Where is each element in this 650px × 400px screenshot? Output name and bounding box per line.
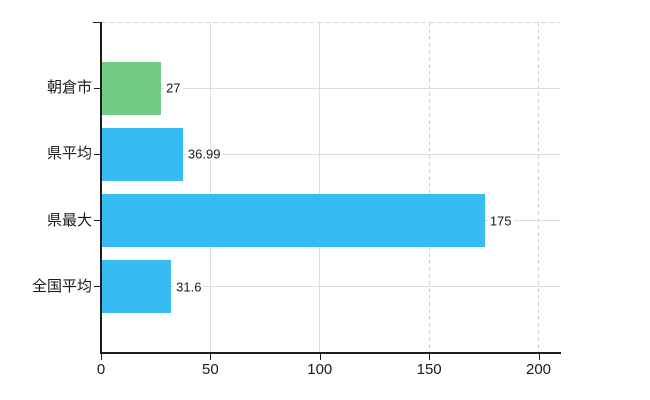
category-gridline — [101, 87, 560, 89]
x-axis-tick-label: 0 — [96, 361, 106, 378]
x-gridline-dashed — [428, 22, 430, 353]
x-axis-tick-label: 50 — [202, 361, 219, 378]
category-label: 全国平均 — [31, 277, 92, 295]
x-axis-tick — [429, 354, 431, 360]
x-axis-tick-label: 200 — [525, 361, 552, 378]
bar-value-label: 175 — [487, 213, 514, 229]
x-gridline — [319, 22, 321, 353]
bar — [102, 61, 162, 115]
x-axis-tick — [210, 354, 212, 360]
x-axis-tick — [319, 354, 321, 360]
x-axis-tick-label: 100 — [307, 361, 333, 378]
category-label: 県平均 — [46, 145, 92, 163]
bar-value-label: 31.6 — [174, 279, 204, 295]
x-axis — [100, 352, 561, 354]
category-label: 県最大 — [46, 211, 92, 229]
bar — [102, 127, 183, 181]
x-axis-tick — [538, 354, 540, 360]
plot-top-border — [101, 22, 560, 23]
category-gridline — [101, 153, 560, 155]
x-axis-tick — [101, 354, 102, 360]
y-axis-tick — [94, 87, 101, 89]
x-gridline — [209, 22, 211, 353]
y-axis — [100, 22, 102, 354]
x-axis-tick-label: 150 — [416, 361, 442, 378]
y-axis-tick — [94, 220, 101, 222]
category-label: 朝倉市 — [46, 79, 92, 97]
x-gridline-dashed — [538, 22, 539, 353]
category-gridline — [101, 286, 560, 288]
y-axis-tick — [94, 153, 101, 155]
bar — [102, 260, 172, 314]
bar-value-label: 36.99 — [185, 146, 223, 162]
y-axis-tick — [94, 286, 101, 288]
bar-value-label: 27 — [164, 80, 183, 96]
y-axis-endcap-tick — [93, 22, 101, 23]
bar — [102, 194, 485, 248]
